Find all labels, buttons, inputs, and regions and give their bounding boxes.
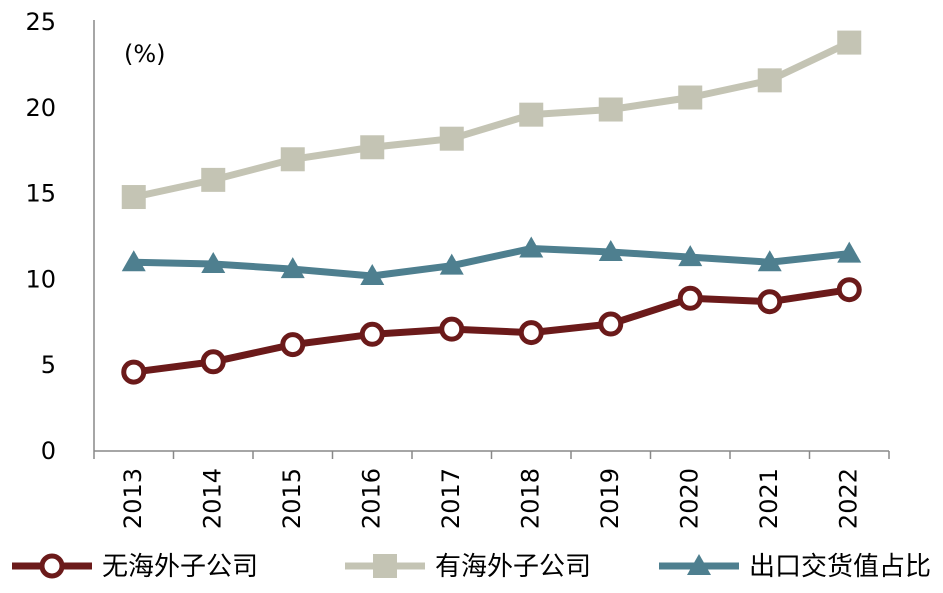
data-point-square [121,185,146,210]
data-point-square [757,68,782,93]
data-point-circle [121,359,147,385]
legend-item: 有海外子公司 [345,552,591,582]
x-tick-label: 2017 [437,468,465,529]
legend-item: 无海外子公司 [12,552,258,582]
data-point-circle [280,332,306,358]
y-tick-labels: 0 5 10 15 20 25 [25,8,56,465]
data-point-circle [439,316,465,342]
series-circle [121,277,862,385]
x-tick-label: 2018 [516,468,544,529]
series-triangle [121,236,862,285]
x-tick-label: 2020 [675,468,703,529]
legend-swatch-marker [39,553,65,579]
data-point-triangle [360,263,385,285]
series-line [130,39,853,201]
y-unit-label: (%) [124,40,166,68]
series-line [130,245,853,280]
data-point-square [837,30,862,55]
data-point-square [439,126,464,151]
data-point-triangle [280,257,305,279]
x-tick-labels: 2013 2014 2015 2016 2017 2018 2019 2020 2021 2022 [93,451,890,529]
y-tick-label: 20 [25,94,56,122]
x-tick-label: 2016 [357,468,385,529]
data-point-square [360,135,385,160]
y-tick-label: 5 [41,351,56,379]
x-tick-label: 2019 [596,468,624,529]
data-point-square [280,147,305,172]
data-point-square [201,167,226,192]
x-tick-label: 2013 [119,468,147,529]
series-square [121,30,862,210]
data-point-triangle [837,241,862,263]
data-point-square [598,97,623,122]
series-layer [121,30,862,385]
data-point-triangle [598,239,623,261]
data-point-circle [359,321,385,347]
data-point-circle [200,349,226,375]
data-point-square [678,85,703,110]
data-point-triangle [519,236,544,258]
legend-label: 无海外子公司 [102,552,258,582]
data-point-triangle [439,253,464,275]
legend-label: 有海外子公司 [435,552,591,582]
data-point-circle [677,285,703,311]
data-point-triangle [121,250,146,272]
legend-swatch-marker [687,554,711,575]
legend-swatch-marker [373,554,397,578]
y-tick-label: 25 [25,8,56,36]
x-tick-label: 2021 [755,468,783,529]
y-tick-label: 0 [41,437,56,465]
y-tick-label: 15 [25,180,56,208]
data-point-circle [518,320,544,346]
legend-item: 出口交货值占比 [659,552,931,582]
data-point-circle [757,289,783,315]
legend-label: 出口交货值占比 [749,552,931,582]
y-tick-label: 10 [25,265,56,293]
data-point-triangle [757,250,782,272]
data-point-triangle [201,251,226,273]
data-point-square [519,102,544,127]
x-tick-label: 2022 [834,468,862,529]
data-point-circle [598,311,624,337]
data-point-circle [836,277,862,303]
x-tick-label: 2015 [278,468,306,529]
data-point-triangle [678,245,703,267]
legend: 无海外子公司 有海外子公司 出口交货值占比 [12,552,931,582]
series-line [130,286,853,376]
x-tick-label: 2014 [198,468,226,529]
